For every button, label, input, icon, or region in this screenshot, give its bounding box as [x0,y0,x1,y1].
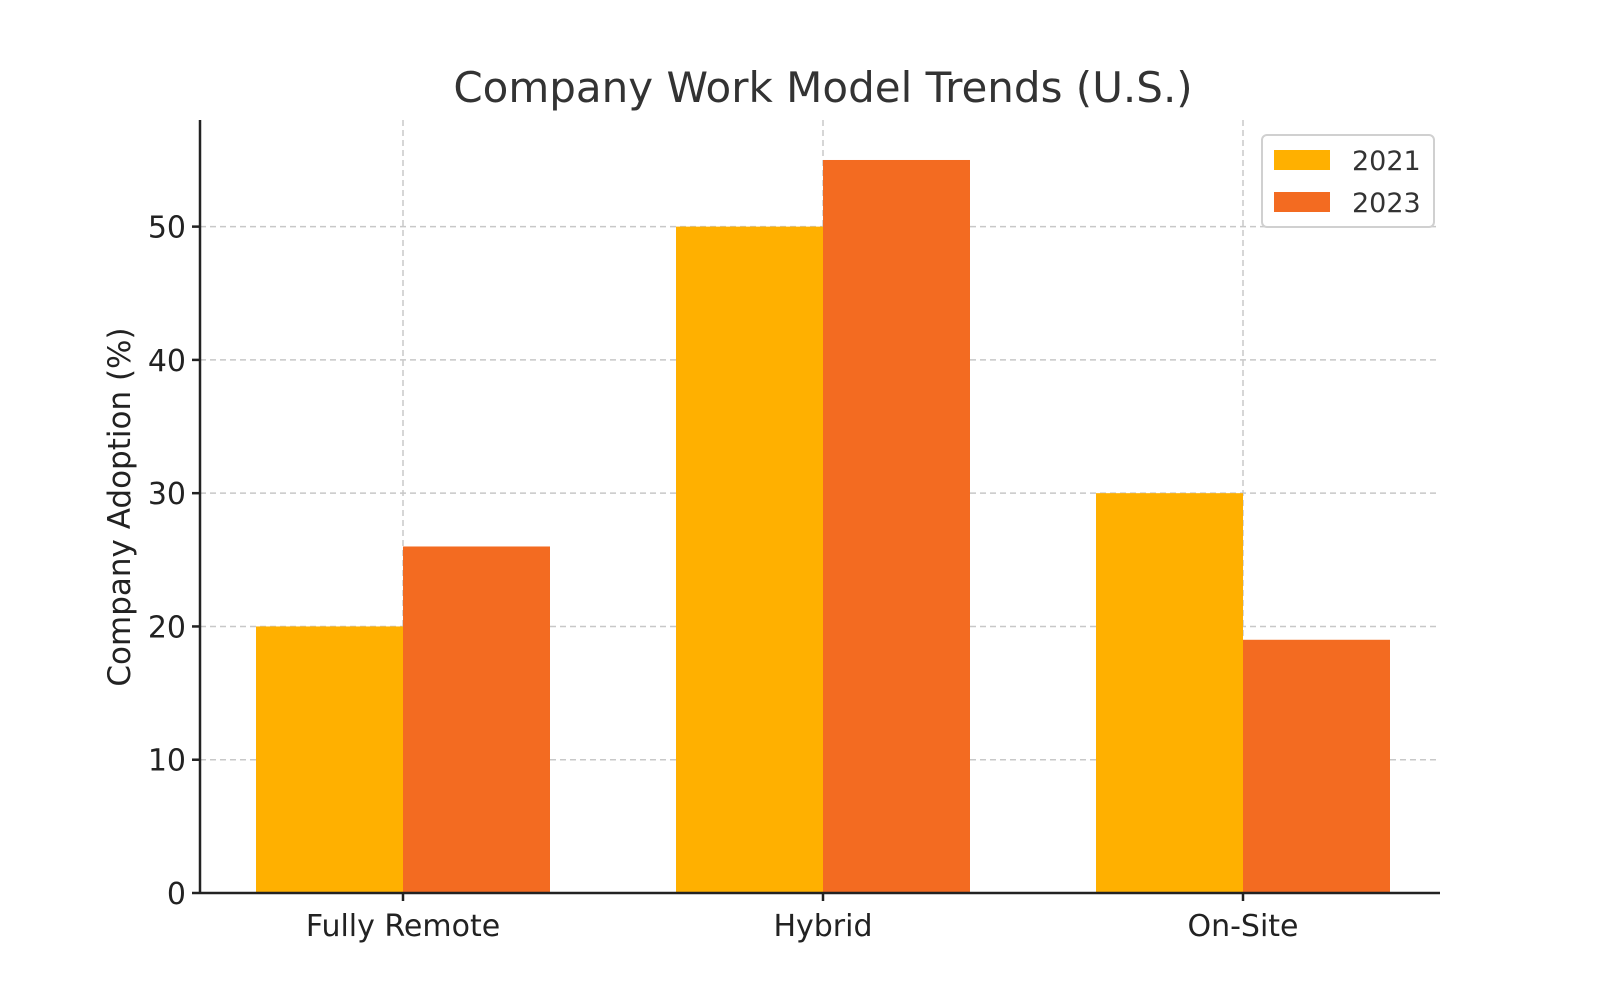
bar-2021-hybrid [676,226,823,893]
y-tick-label: 0 [167,877,186,912]
x-tick-label: Fully Remote [306,909,500,944]
y-tick-label: 10 [148,744,186,779]
axes-layer: 0 10 20 30 40 50 Fully Remote Hybrid On-Site [148,120,1440,944]
chart-title: Company Work Model Trends (U.S.) [453,63,1192,112]
x-tick-label: On-Site [1187,909,1298,944]
y-tick-label: 40 [148,344,186,379]
bar-2021-fully-remote [256,626,403,893]
x-tick-label: Hybrid [773,909,872,944]
bars-layer [256,159,1390,893]
y-axis-label: Company Adoption (%) [102,327,138,686]
bar-2023-fully-remote [403,546,550,893]
bar-2023-hybrid [823,159,970,893]
legend-label-2023: 2023 [1352,188,1421,219]
bar-2023-on-site [1243,639,1390,893]
legend: 2021 2023 [1261,134,1435,228]
legend-swatch-2021 [1274,150,1330,170]
legend-swatch-2023 [1274,192,1330,212]
bar-2021-on-site [1096,493,1243,893]
y-tick-label: 50 [148,211,186,246]
y-tick-label: 20 [148,610,186,645]
legend-label-2021: 2021 [1352,146,1421,177]
y-tick-label: 30 [148,477,186,512]
